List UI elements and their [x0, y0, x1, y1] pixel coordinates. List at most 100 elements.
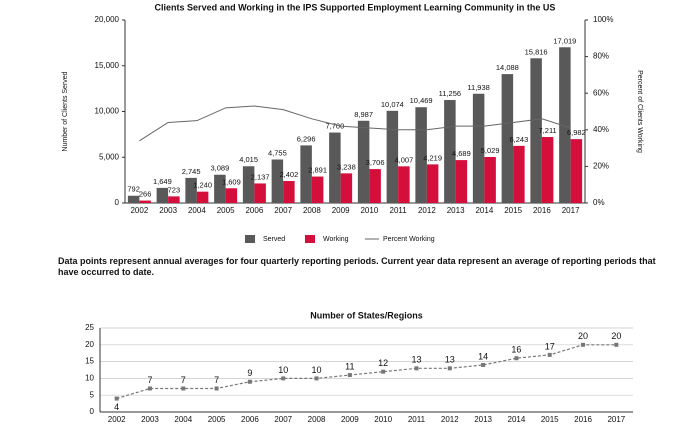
- y-tick-label: 0: [90, 407, 95, 416]
- data-label: 13: [411, 355, 421, 365]
- point: [247, 379, 252, 384]
- data-label: 6,243: [509, 135, 528, 144]
- point: [581, 342, 586, 347]
- data-label: 7,700: [325, 122, 344, 131]
- data-label: 7: [147, 375, 152, 385]
- bar: [513, 145, 525, 203]
- y-tick-label: 5: [90, 390, 95, 399]
- bar: [398, 166, 410, 203]
- x-tick-label: 2010: [360, 206, 378, 215]
- data-label: 20: [578, 331, 588, 341]
- y-tick-label: 20: [85, 340, 94, 349]
- point: [414, 366, 419, 371]
- x-tick-label: 2005: [217, 206, 235, 215]
- data-label: 2,402: [279, 170, 298, 179]
- chart-title: Number of States/Regions: [310, 310, 423, 320]
- point: [281, 376, 286, 381]
- bar: [300, 145, 312, 203]
- y-tick-label: 15: [85, 357, 94, 366]
- x-tick-label: 2013: [474, 415, 492, 424]
- x-tick-label: 2013: [447, 206, 465, 215]
- bar: [185, 177, 197, 203]
- x-tick-label: 2016: [533, 206, 551, 215]
- x-tick-label: 2017: [607, 415, 625, 424]
- data-label: 4,755: [268, 148, 287, 157]
- y2-tick-label: 0%: [593, 198, 605, 207]
- data-label: 11: [345, 361, 354, 371]
- bar: [455, 160, 468, 203]
- data-label: 17,019: [553, 36, 576, 45]
- note: Data points represent annual averages fo…: [58, 256, 656, 277]
- bar: [127, 195, 140, 203]
- bar: [484, 156, 496, 203]
- bar: [340, 173, 353, 203]
- y2-tick-label: 40%: [593, 125, 609, 134]
- bar: [530, 58, 542, 203]
- point: [214, 386, 219, 391]
- data-label: 3,238: [337, 162, 356, 171]
- x-tick-label: 2011: [408, 415, 426, 424]
- x-tick-label: 2002: [130, 206, 148, 215]
- line: [116, 344, 617, 400]
- point: [314, 376, 319, 381]
- x-tick-label: 2009: [341, 415, 359, 424]
- data-label: 3,089: [210, 164, 229, 173]
- data-label: 2,891: [308, 166, 327, 175]
- x-tick-label: 2010: [374, 415, 392, 424]
- x-tick-label: 2016: [574, 415, 592, 424]
- x-tick-label: 2003: [159, 206, 177, 215]
- data-label: 2,137: [251, 172, 270, 181]
- data-label: 266: [139, 190, 152, 199]
- data-label: 6,982: [567, 128, 586, 137]
- data-label: 17: [545, 341, 555, 351]
- x-tick-label: 2014: [508, 415, 526, 424]
- bar: [559, 47, 571, 203]
- point: [447, 366, 452, 371]
- data-label: 4,007: [394, 155, 413, 164]
- data-label: 4,015: [239, 155, 258, 164]
- data-label: 1,240: [193, 181, 212, 190]
- bar: [242, 166, 255, 203]
- bar: [214, 174, 226, 203]
- bar: [156, 187, 169, 203]
- x-tick-label: 2002: [108, 415, 126, 424]
- x-tick-label: 2015: [504, 206, 522, 215]
- data-label: 2,745: [182, 167, 201, 176]
- point: [381, 369, 386, 374]
- data-label: 792: [127, 185, 140, 194]
- legend-label: Served: [263, 236, 285, 243]
- bar: [415, 107, 427, 203]
- x-tick-label: 2008: [303, 206, 321, 215]
- point: [481, 362, 486, 367]
- data-label: 4,219: [423, 153, 442, 162]
- point: [514, 356, 519, 361]
- bar: [501, 74, 514, 203]
- data-label: 14: [478, 351, 488, 361]
- data-label: 3,706: [366, 158, 385, 167]
- data-label: 4,689: [452, 149, 471, 158]
- legend-label: Percent Working: [383, 236, 435, 243]
- data-label: 10: [312, 365, 322, 375]
- point: [614, 342, 619, 347]
- chart-title: Clients Served and Working in the IPS Su…: [155, 2, 556, 12]
- bar: [329, 132, 341, 203]
- data-label: 12: [378, 358, 388, 368]
- data-label: 7,211: [539, 126, 557, 135]
- data-label: 15,816: [525, 47, 548, 56]
- bar: [444, 100, 456, 203]
- y-tick-label: 15,000: [95, 61, 120, 70]
- point: [181, 386, 186, 391]
- x-tick-label: 2005: [208, 415, 226, 424]
- data-label: 14,088: [496, 63, 519, 72]
- bar: [271, 159, 284, 203]
- x-tick-label: 2007: [274, 206, 292, 215]
- y2-tick-label: 20%: [593, 162, 609, 171]
- data-label: 1,649: [153, 177, 172, 186]
- legend-swatch: [305, 235, 315, 243]
- y-axis-title: Number of Clients Served: [62, 71, 69, 151]
- data-label: 20: [611, 331, 621, 341]
- bar: [369, 169, 381, 203]
- point: [147, 386, 152, 391]
- y2-axis-title: Percent of Clients Working: [636, 70, 643, 153]
